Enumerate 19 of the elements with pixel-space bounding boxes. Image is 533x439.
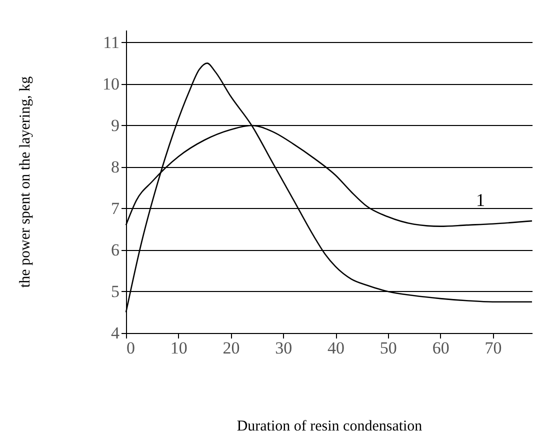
y-tick-label: 11 — [103, 32, 120, 52]
y-tick-label: 5 — [111, 282, 120, 301]
x-tick-label: 50 — [380, 338, 397, 358]
x-tick-label: 30 — [275, 338, 292, 358]
x-tick-label: 40 — [328, 338, 345, 358]
y-tick-label: 6 — [111, 240, 120, 260]
x-axis-title: Duration of resin condensation — [236, 418, 423, 434]
y-tick-label: 4 — [111, 324, 120, 342]
y-tick-label: 9 — [111, 116, 120, 135]
x-tick-label: 0 — [126, 338, 135, 358]
x-tick-label: 20 — [222, 338, 240, 358]
series-label: 1 — [476, 190, 486, 210]
y-axis-title: the power spent on the layering, kg — [18, 76, 34, 288]
x-tick-label: 70 — [484, 338, 502, 358]
y-tick-label: 8 — [111, 157, 120, 176]
y-tick-label: 7 — [111, 198, 120, 218]
x-tick-label: 10 — [170, 338, 188, 358]
y-tick-label: 10 — [102, 74, 120, 94]
x-tick-label: 60 — [432, 338, 450, 358]
